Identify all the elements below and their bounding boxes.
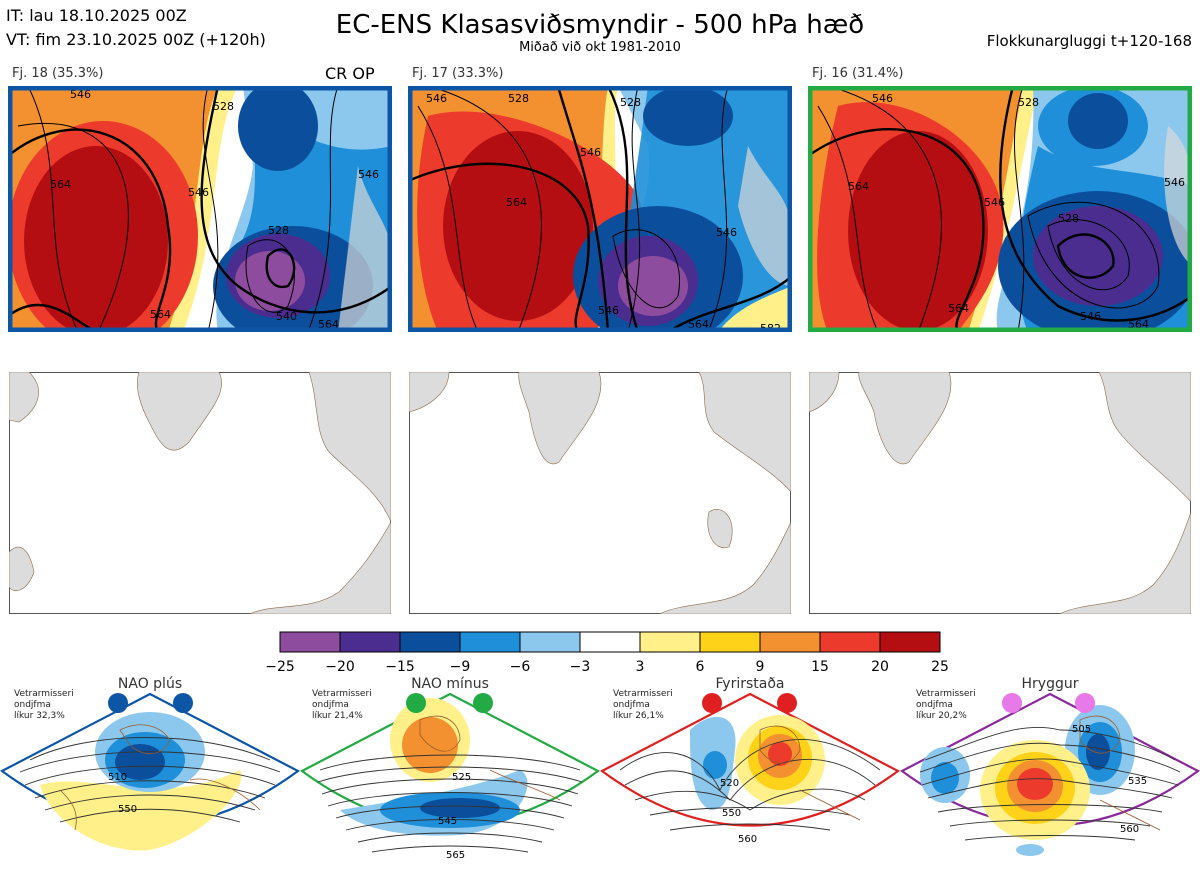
regime-contour-label: 560	[738, 834, 757, 845]
contour-label: 564	[848, 180, 869, 193]
colorbar-tick-label: −3	[570, 659, 591, 675]
regime-contour-label: 560	[1120, 824, 1139, 835]
colorbar-tick-label: −25	[265, 659, 295, 675]
contour-label: 546	[1164, 176, 1185, 189]
valid-time: VT: fim 23.10.2025 00Z (+120h)	[6, 30, 266, 49]
regime-title-fyrirstada: Fyrirstaða	[715, 676, 785, 692]
colorbar-swatch	[879, 631, 941, 653]
colorbar-swatch	[579, 631, 641, 653]
regime-contour-label: 565	[446, 850, 465, 861]
cluster-border	[8, 86, 392, 332]
regime-dot-nao-minus-left	[406, 693, 426, 713]
contour-label: 564	[150, 308, 171, 321]
colorbar-swatch	[519, 631, 581, 653]
regime-map-fyrirstada: 520 550 560	[599, 692, 901, 845]
regime-title-nao-plus: NAO plús	[117, 676, 183, 692]
regime-title-hryggur: Hryggur	[1021, 676, 1079, 692]
regime-contour-label: 545	[438, 816, 457, 827]
regime-contour-label: 510	[108, 772, 127, 783]
contour-label: 546	[872, 92, 893, 105]
regime-note-fyrirstada: Vetrarmisseri ondjfma líkur 26,1%	[613, 689, 673, 721]
regime-note-nao-plus: Vetrarmisseri ondjfma líkur 32,3%	[14, 689, 74, 721]
colorbar-tick-label: −15	[385, 659, 415, 675]
regime-dot-hryggur-right	[1075, 693, 1095, 713]
cluster-label-2: Fj. 17 (33.3%)	[412, 66, 504, 81]
regime-dot-nao-minus-right	[473, 693, 493, 713]
contour-label: 546	[984, 196, 1005, 209]
regime-dot-nao-plus-right	[173, 693, 193, 713]
cluster-border	[808, 86, 1192, 332]
contour-label: 528	[268, 224, 289, 237]
regime-note-nao-minus: Vetrarmisseri ondjfma líkur 21,4%	[312, 689, 372, 721]
cluster-label-1: Fj. 18 (35.3%)	[12, 66, 104, 81]
contour-label: 582	[760, 322, 781, 332]
regime-dot-hryggur-left	[1002, 693, 1022, 713]
basemap-2	[409, 372, 791, 614]
contour-label: 528	[1058, 212, 1079, 225]
regime-dot-fyrirstada-left	[702, 693, 722, 713]
regime-dots	[108, 693, 1095, 713]
colorbar-tick-label: −6	[510, 659, 531, 675]
cluster-map-2: 546 528 528 546 564 546 546 564 582	[408, 86, 792, 332]
colorbar-tick-label: −20	[325, 659, 355, 675]
contour-label: 546	[70, 88, 91, 101]
basemap-1	[9, 372, 391, 614]
cluster-map-3: 546 528 564 546 528 546 564 546 564	[808, 86, 1192, 332]
regime-contour-label: 525	[452, 772, 471, 783]
contour-label: 564	[506, 196, 527, 209]
colorbar-tick-label: 25	[931, 659, 949, 675]
regime-map-nao-plus: 510 550	[0, 692, 301, 851]
colorbar-swatch	[759, 631, 821, 653]
contour-label: 540	[276, 310, 297, 323]
basemap-3	[809, 372, 1191, 614]
regime-contour-label: 535	[1128, 776, 1147, 787]
colorbar-tick-label: 9	[756, 659, 765, 675]
contour-label: 546	[1080, 310, 1101, 323]
contour-label: 546	[598, 304, 619, 317]
cluster-border	[408, 86, 792, 332]
colorbar-swatch	[399, 631, 461, 653]
regime-maps: 510 550 525 545 565	[0, 692, 1200, 861]
contour-label: 546	[716, 226, 737, 239]
cluster-tag-1: CR OP	[325, 64, 375, 83]
regime-map-hryggur: 505 535 560	[899, 692, 1200, 856]
contour-label: 528	[213, 100, 234, 113]
contour-label: 564	[948, 302, 969, 315]
regime-contour-label: 520	[720, 778, 739, 789]
colorbar-swatch	[819, 631, 881, 653]
regime-note-hryggur: Vetrarmisseri ondjfma líkur 20,2%	[916, 689, 976, 721]
colorbar-swatch	[639, 631, 701, 653]
regime-contour-label: 550	[722, 808, 741, 819]
contour-label: 528	[508, 92, 529, 105]
contour-label: 546	[188, 186, 209, 199]
page-title: EC-ENS Klasasviðsmyndir - 500 hPa hæð	[335, 10, 865, 40]
cluster-label-3: Fj. 16 (31.4%)	[812, 66, 904, 81]
regime-title-nao-minus: NAO mínus	[411, 676, 489, 692]
colorbar: −25 −20 −15 −9 −6 −3 3 6 9 15 20 25	[265, 631, 949, 675]
colorbar-tick-label: 15	[811, 659, 829, 675]
colorbar-tick-label: 3	[636, 659, 645, 675]
regime-contour-label: 505	[1072, 724, 1091, 735]
cluster-map-1: 546 528 564 546 528 546 564 540 564	[8, 86, 392, 332]
contour-label: 528	[1018, 96, 1039, 109]
regime-dot-nao-plus-left	[108, 693, 128, 713]
init-time: IT: lau 18.10.2025 00Z	[6, 6, 187, 25]
page-subtitle: Miðað við okt 1981-2010	[519, 40, 681, 55]
contour-label: 546	[358, 168, 379, 181]
colorbar-tick-label: −9	[450, 659, 471, 675]
contour-label: 528	[620, 96, 641, 109]
colorbar-swatch	[699, 631, 761, 653]
colorbar-swatch	[279, 631, 341, 653]
regime-map-nao-minus: 525 545 565	[299, 692, 601, 861]
contour-label: 546	[580, 146, 601, 159]
contour-label: 564	[50, 178, 71, 191]
regime-dot-fyrirstada-right	[777, 693, 797, 713]
regime-contour-label: 550	[118, 804, 137, 815]
colorbar-swatch	[459, 631, 521, 653]
colorbar-tick-label: 20	[871, 659, 889, 675]
contour-label: 546	[426, 92, 447, 105]
colorbar-swatch	[339, 631, 401, 653]
colorbar-tick-label: 6	[696, 659, 705, 675]
classification-window: Flokkunargluggi t+120-168	[986, 32, 1192, 50]
